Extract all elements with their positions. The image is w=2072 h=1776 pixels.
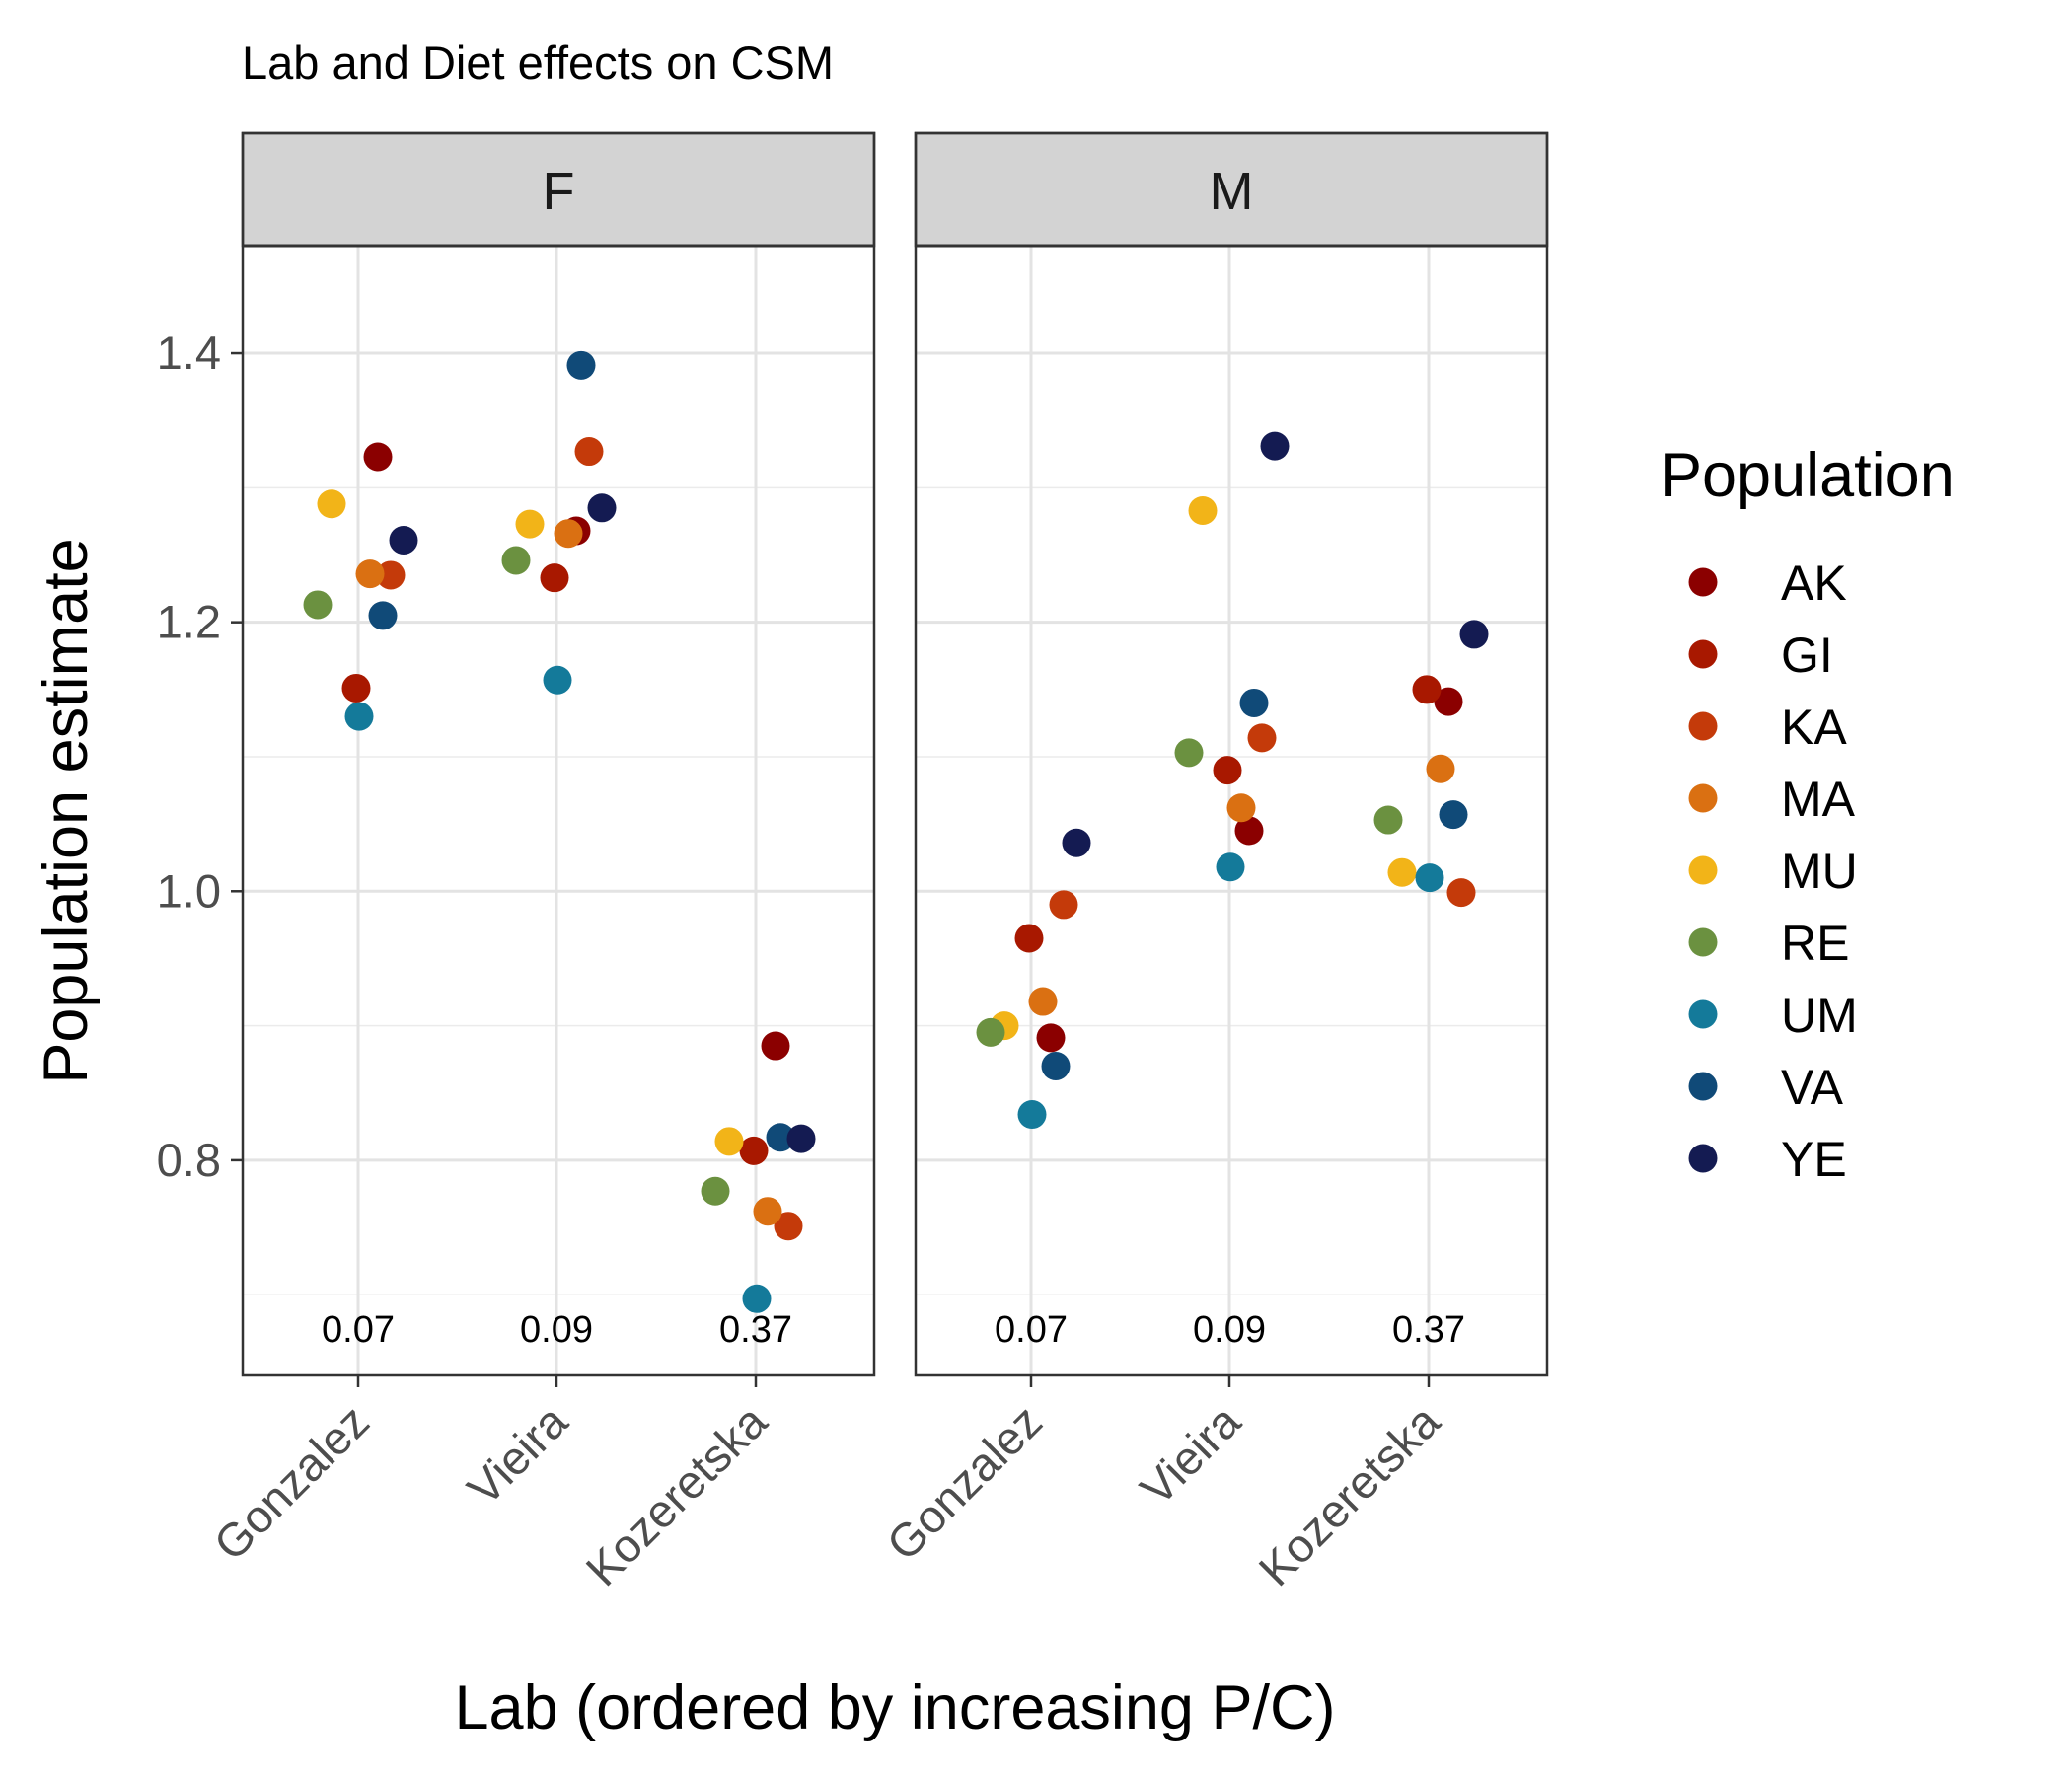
legend-key-re: [1688, 927, 1718, 957]
point-f-vieira-ka: [574, 437, 604, 467]
legend-key-ma: [1688, 783, 1718, 813]
point-f-kozeretska-um: [742, 1284, 772, 1313]
points-m: [976, 431, 1489, 1130]
point-m-gonzalez-ye: [1062, 828, 1091, 857]
legend-label-mu: MU: [1781, 844, 1858, 899]
point-m-kozeretska-ma: [1426, 754, 1455, 783]
gridlines-f: [243, 246, 874, 1375]
legend: Population AK GI KA MA MU RE UM VA YE: [1661, 441, 1955, 1187]
x-axis-title: Lab (ordered by increasing P/C): [455, 1673, 1336, 1742]
point-f-gonzalez-ak: [363, 442, 393, 472]
strip-f: [241, 131, 876, 248]
point-m-kozeretska-ka: [1446, 878, 1476, 908]
point-m-vieira-re: [1174, 738, 1204, 768]
point-m-vieira-ye: [1260, 431, 1290, 461]
point-f-kozeretska-mu: [714, 1127, 744, 1156]
point-m-kozeretska-ye: [1459, 620, 1489, 649]
point-m-kozeretska-va: [1439, 800, 1468, 830]
pc-labels-m: 0.07 0.09 0.37: [995, 1309, 1465, 1351]
legend-key-mu: [1688, 855, 1718, 885]
pc-value-label: 0.09: [1193, 1309, 1266, 1351]
facet-panel-f: 0.07 0.09 0.37 F: [241, 131, 876, 1377]
strip-label-m: M: [1210, 162, 1254, 221]
point-f-vieira-ma: [554, 519, 583, 549]
legend-title: Population: [1661, 441, 1955, 510]
point-f-kozeretska-gi: [739, 1136, 769, 1165]
point-f-gonzalez-re: [303, 590, 333, 620]
point-f-kozeretska-ye: [786, 1124, 816, 1153]
points-f: [303, 350, 816, 1313]
point-f-vieira-gi: [540, 563, 569, 593]
point-m-vieira-ma: [1226, 793, 1256, 823]
legend-key-gi: [1688, 639, 1718, 669]
point-m-gonzalez-va: [1041, 1051, 1071, 1080]
point-f-kozeretska-re: [701, 1176, 730, 1206]
legend-label-ye: YE: [1781, 1132, 1847, 1187]
point-f-vieira-um: [543, 665, 572, 695]
point-m-kozeretska-re: [1373, 805, 1403, 835]
legend-key-va: [1688, 1072, 1718, 1101]
point-m-vieira-gi: [1213, 756, 1242, 785]
chart-title: Lab and Diet effects on CSM: [242, 37, 834, 89]
legend-label-gi: GI: [1781, 628, 1833, 683]
point-f-gonzalez-va: [368, 601, 398, 630]
point-m-vieira-mu: [1188, 496, 1218, 526]
point-m-kozeretska-mu: [1387, 857, 1417, 887]
legend-label-ma: MA: [1781, 772, 1856, 827]
point-f-vieira-mu: [515, 509, 545, 539]
pc-value-label: 0.07: [322, 1309, 395, 1351]
point-m-vieira-ak: [1234, 816, 1264, 846]
point-f-kozeretska-ak: [761, 1031, 790, 1061]
legend-label-re: RE: [1781, 916, 1849, 971]
panel-border-f: [241, 131, 876, 1377]
point-m-gonzalez-ma: [1028, 987, 1058, 1016]
legend-label-va: VA: [1781, 1060, 1844, 1115]
y-tick-label: 0.8: [157, 1134, 221, 1186]
point-f-gonzalez-ye: [389, 526, 418, 555]
point-m-gonzalez-ak: [1036, 1023, 1066, 1053]
point-f-kozeretska-ka: [774, 1212, 803, 1241]
point-f-kozeretska-va: [766, 1123, 795, 1152]
point-m-vieira-ka: [1247, 723, 1277, 753]
point-f-vieira-ye: [587, 493, 617, 523]
y-tick-label: 1.4: [157, 327, 221, 379]
point-f-gonzalez-ka: [376, 560, 406, 590]
point-f-gonzalez-gi: [341, 673, 371, 703]
legend-key-ak: [1688, 567, 1718, 597]
y-tick-label: 1.0: [157, 864, 221, 917]
pc-value-label: 0.37: [1392, 1309, 1465, 1351]
legend-label-ka: KA: [1781, 700, 1847, 755]
legend-label-ak: AK: [1781, 555, 1847, 611]
point-m-kozeretska-gi: [1412, 675, 1442, 704]
facet-panel-m: 0.07 0.09 0.37 M: [914, 131, 1549, 1377]
pc-value-label: 0.07: [995, 1309, 1068, 1351]
point-f-kozeretska-ma: [753, 1197, 782, 1226]
point-m-vieira-va: [1239, 688, 1269, 717]
point-m-kozeretska-ak: [1434, 687, 1463, 716]
pc-value-label: 0.37: [719, 1309, 792, 1351]
legend-key-um: [1688, 999, 1718, 1029]
point-f-vieira-va: [566, 350, 596, 380]
y-axis: 0.8 1.0 1.2 1.4: [157, 327, 243, 1186]
point-f-gonzalez-um: [344, 702, 374, 731]
panel-border-m: [914, 131, 1549, 1377]
legend-key-ka: [1688, 711, 1718, 741]
point-m-gonzalez-re: [976, 1017, 1005, 1047]
strip-label-f: F: [543, 162, 575, 221]
point-m-gonzalez-um: [1017, 1100, 1047, 1130]
legend-key-ye: [1688, 1144, 1718, 1173]
y-axis-title: Population estimate: [32, 538, 101, 1083]
point-m-kozeretska-um: [1415, 863, 1444, 893]
pc-value-label: 0.09: [520, 1309, 593, 1351]
point-m-vieira-um: [1216, 852, 1245, 882]
point-f-vieira-re: [501, 546, 531, 575]
legend-label-um: UM: [1781, 988, 1858, 1043]
y-tick-label: 1.2: [157, 596, 221, 648]
pc-labels-f: 0.07 0.09 0.37: [322, 1309, 792, 1351]
point-m-gonzalez-gi: [1014, 924, 1044, 953]
point-m-gonzalez-ka: [1049, 890, 1078, 920]
point-f-gonzalez-mu: [317, 489, 346, 519]
point-f-gonzalez-ma: [355, 559, 385, 589]
